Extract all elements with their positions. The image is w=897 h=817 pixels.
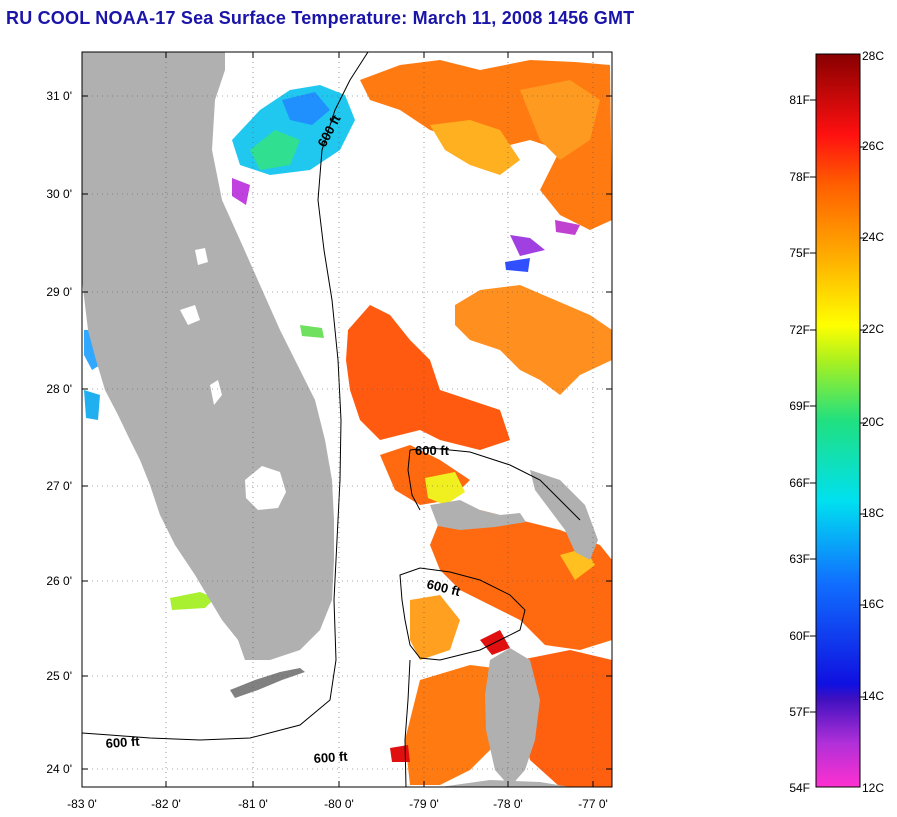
fahrenheit-label: 72F [789,323,810,337]
celsius-label: 12C [862,781,884,795]
colorbar: 81F 78F 75F 72F 69F 66F 63F 60F 57F 54F … [789,49,884,795]
lat-label: 25 0' [46,669,72,683]
land [82,52,598,787]
celsius-label: 24C [862,230,884,244]
contour-label: 600 ft [313,749,349,766]
lon-label: -83 0' [67,797,97,811]
lat-label: 29 0' [46,285,72,299]
fahrenheit-label: 57F [789,705,810,719]
lon-label: -79 0' [409,797,439,811]
isobath-contours [82,52,581,787]
celsius-label: 28C [862,49,884,63]
celsius-label: 22C [862,322,884,336]
lat-label: 31 0' [46,89,72,103]
lat-label: 30 0' [46,187,72,201]
fahrenheit-label: 75F [789,246,810,260]
great-bahama-contour [399,567,526,661]
graticule [81,52,612,787]
colorbar-gradient [815,53,861,788]
plot-frame [81,51,613,788]
lon-label: -78 0' [493,797,523,811]
lon-label: -81 0' [238,797,268,811]
lat-label: 26 0' [46,574,72,588]
fahrenheit-label: 78F [789,170,810,184]
celsius-label: 14C [862,689,884,703]
celsius-label: 26C [862,139,884,153]
little-bahama-contour [409,447,581,521]
lon-label: -82 0' [151,797,181,811]
celsius-label: 16C [862,597,884,611]
sst-patches [84,60,612,787]
contour-label: 600 ft [415,443,450,458]
fahrenheit-label: 60F [789,629,810,643]
fahrenheit-label: 63F [789,552,810,566]
little-bahama-contour-west [407,449,421,511]
fahrenheit-label: 54F [789,781,810,795]
fahrenheit-label: 66F [789,476,810,490]
axis-ticks [81,52,612,787]
lat-label: 28 0' [46,382,72,396]
latitude-labels: 31 0' 30 0' 29 0' 28 0' 27 0' 26 0' 25 0… [46,89,72,776]
celsius-label: 18C [862,506,884,520]
florida-shelf-contour [82,52,369,741]
lon-label: -80 0' [324,797,354,811]
contour-label: 600 ft [105,734,141,751]
lat-label: 27 0' [46,479,72,493]
celsius-label: 20C [862,415,884,429]
tongue-of-ocean-contour [404,659,411,787]
fahrenheit-label: 81F [789,93,810,107]
longitude-labels: -83 0' -82 0' -81 0' -80 0' -79 0' -78 0… [67,797,608,811]
lat-label: 24 0' [46,762,72,776]
fahrenheit-label: 69F [789,399,810,413]
lon-label: -77 0' [578,797,608,811]
map-title: RU COOL NOAA-17 Sea Surface Temperature:… [6,8,635,28]
